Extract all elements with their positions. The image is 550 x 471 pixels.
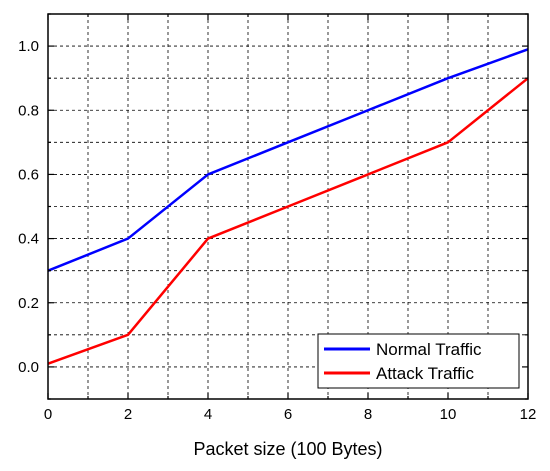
x-tick-label: 12 (520, 406, 537, 423)
x-tick-label: 4 (204, 406, 212, 423)
y-tick-label: 1.0 (18, 38, 39, 55)
x-tick-label: 0 (44, 406, 52, 423)
x-tick-label: 2 (124, 406, 132, 423)
x-axis-title: Packet size (100 Bytes) (193, 439, 382, 459)
legend-label-normal-traffic: Normal Traffic (376, 340, 482, 359)
series-line-normal-traffic (47, 48, 529, 272)
axis-ticks (47, 13, 529, 400)
x-tick-label: 6 (284, 406, 292, 423)
tick-labels: 0 2 4 6 8 10 12 0.0 0.2 0.4 0.6 0.8 1.0 (18, 38, 536, 423)
y-tick-label: 0.8 (18, 102, 39, 119)
y-tick-label: 0.0 (18, 359, 39, 376)
y-tick-label: 0.4 (18, 231, 39, 248)
x-tick-label: 8 (364, 406, 372, 423)
series-layer (47, 48, 529, 365)
y-tick-label: 0.2 (18, 295, 39, 312)
legend-box (317, 333, 520, 389)
x-tick-label: 10 (440, 406, 457, 423)
y-tick-label: 0.6 (18, 166, 39, 183)
legend: Normal Traffic Attack Traffic (317, 333, 520, 389)
series-line-attack-traffic (47, 77, 529, 365)
legend-label-attack-traffic: Attack Traffic (376, 364, 474, 383)
